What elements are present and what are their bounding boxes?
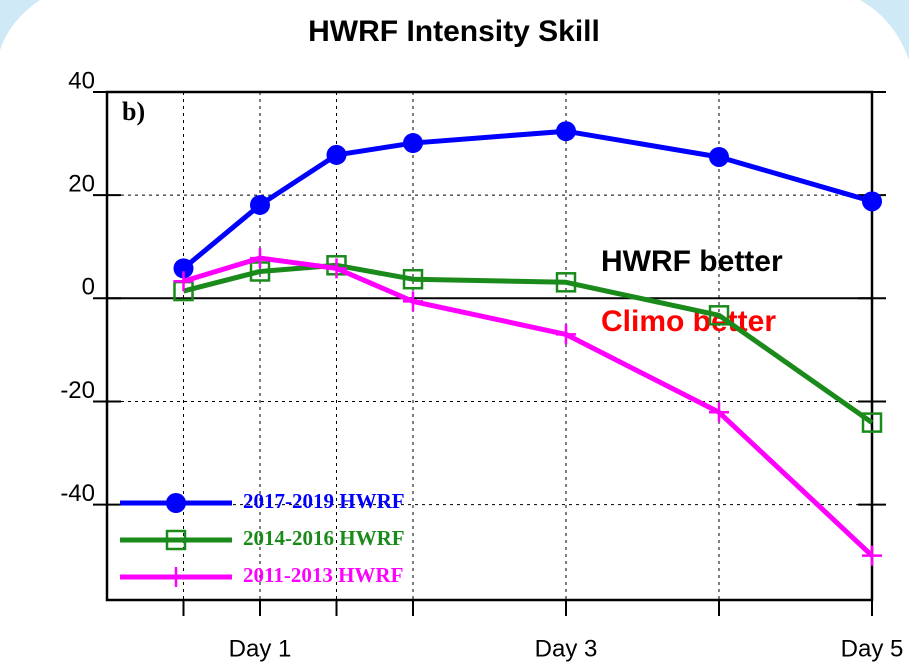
point: [861, 412, 883, 433]
annotation: HWRF better: [601, 245, 783, 278]
point: [862, 191, 882, 212]
point: [403, 133, 423, 154]
corner-decoration: [860, 0, 909, 60]
point: [709, 146, 729, 167]
point: [556, 121, 576, 142]
point: [326, 258, 347, 279]
point: [709, 402, 729, 423]
point: [326, 144, 347, 165]
point: [166, 493, 186, 513]
series-line: [182, 262, 874, 425]
panel-label: b): [122, 97, 145, 126]
point: [165, 529, 187, 551]
point: [250, 194, 270, 215]
y-tick-label: 40: [68, 67, 95, 94]
legend-label: 2014-2016 HWRF: [243, 526, 405, 550]
corner-decoration: [0, 0, 40, 50]
point: [862, 545, 882, 566]
chart-title: HWRF Intensity Skill: [308, 15, 600, 48]
y-tick-label: 0: [82, 274, 95, 301]
x-tick-label: Day 1: [229, 635, 292, 662]
x-tick-label: Day 3: [535, 635, 598, 662]
point: [166, 567, 186, 587]
y-tick-label: -40: [60, 480, 95, 507]
point: [250, 248, 270, 269]
point: [556, 324, 576, 345]
point: [173, 258, 194, 279]
legend-label: 2017-2019 HWRF: [243, 489, 405, 513]
plot-frame: [105, 90, 874, 602]
y-tick-label: -20: [60, 377, 95, 404]
point: [402, 268, 424, 290]
legend-label: 2011-2013 HWRF: [243, 563, 403, 587]
point: [555, 272, 577, 293]
y-tick-label: 20: [68, 170, 95, 197]
point: [403, 291, 423, 312]
point: [708, 305, 730, 326]
point: [173, 271, 194, 292]
x-tick-label: Day 5: [841, 635, 904, 662]
